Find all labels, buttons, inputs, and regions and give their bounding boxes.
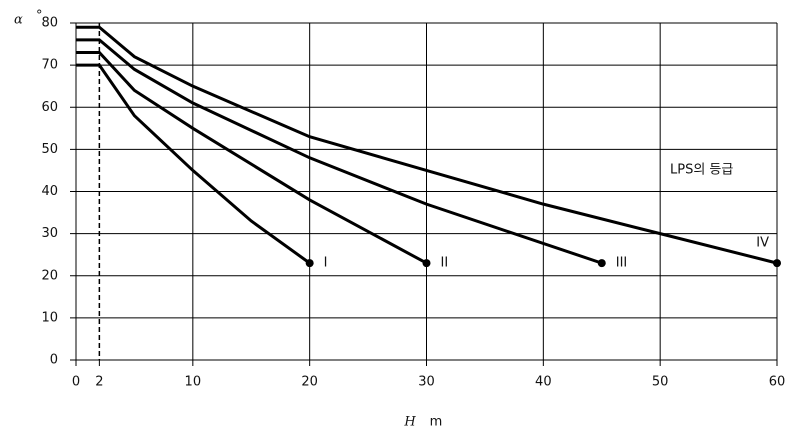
endpoint (773, 259, 781, 268)
series-label: III (616, 256, 628, 271)
series-label: II (441, 256, 449, 271)
x-tick-label: 20 (301, 375, 318, 390)
y-tick-label: 20 (41, 268, 58, 283)
y-axis-unit: ° (36, 9, 43, 24)
x-tick-label: 30 (418, 375, 435, 390)
annotation: LPS의 등급 (670, 163, 733, 178)
y-tick-label: 10 (41, 310, 58, 325)
x-tick-label: 40 (535, 375, 552, 390)
endpoint (597, 259, 606, 268)
y-tick-label: 40 (41, 184, 58, 199)
x-axis-unit: m (430, 415, 443, 430)
x-tick-label: 2 (95, 375, 103, 390)
x-axis-label: H (403, 415, 416, 430)
x-tick-label: 60 (769, 375, 786, 390)
endpoint (422, 259, 431, 268)
x-tick-label: 50 (652, 375, 669, 390)
y-tick-label: 60 (41, 100, 58, 115)
endpoint (305, 259, 314, 268)
x-tick-label: 10 (185, 375, 202, 390)
series-line (76, 50, 428, 265)
series-label: I (324, 256, 328, 271)
y-tick-label: 70 (41, 58, 58, 73)
series-line (76, 63, 311, 265)
y-tick-label: 30 (41, 226, 58, 241)
series-label: IV (756, 236, 769, 251)
series-line (76, 25, 778, 265)
x-tick-label: 0 (72, 375, 80, 390)
y-tick-label: 0 (50, 353, 58, 368)
series-line (76, 38, 603, 265)
y-axis-label: α (14, 13, 23, 28)
y-tick-label: 50 (41, 142, 58, 157)
y-tick-label: 80 (41, 16, 58, 31)
